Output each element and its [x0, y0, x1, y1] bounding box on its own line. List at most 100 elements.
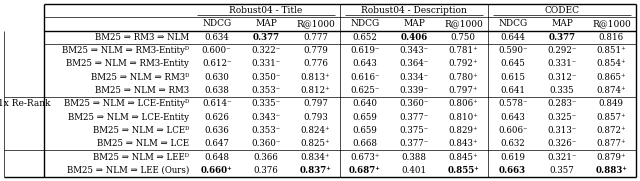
Text: BM25 ⇒ NLM ⇒ RM3-Entity: BM25 ⇒ NLM ⇒ RM3-Entity — [66, 59, 189, 68]
Text: 0.360⁻: 0.360⁻ — [399, 99, 429, 108]
Text: 0.816: 0.816 — [599, 33, 624, 42]
Text: BM25 ⇒ NLM ⇒ LCE: BM25 ⇒ NLM ⇒ LCE — [97, 139, 189, 148]
Text: 0.855⁺: 0.855⁺ — [447, 166, 479, 175]
Text: 0.777: 0.777 — [303, 33, 328, 42]
Text: MAP: MAP — [403, 20, 425, 28]
Text: 0.668: 0.668 — [352, 139, 377, 148]
Text: 0.845⁺: 0.845⁺ — [449, 153, 478, 161]
Text: MAP: MAP — [551, 20, 573, 28]
Text: 0.781⁺: 0.781⁺ — [449, 46, 478, 55]
Text: 0.375⁻: 0.375⁻ — [399, 126, 429, 135]
Text: 0.366: 0.366 — [253, 153, 278, 161]
Text: BM25 ⇒ NLM ⇒ LEEᴰ: BM25 ⇒ NLM ⇒ LEEᴰ — [93, 153, 189, 161]
Text: R@1000: R@1000 — [444, 20, 483, 28]
Text: 0.640: 0.640 — [352, 99, 377, 108]
Text: 0.660⁺: 0.660⁺ — [201, 166, 232, 175]
Text: R@1000: R@1000 — [592, 20, 630, 28]
Text: 0.625⁻: 0.625⁻ — [350, 86, 380, 95]
Text: 0.325⁻: 0.325⁻ — [547, 113, 577, 122]
Text: BM25 ⇒ NLM ⇒ RM3: BM25 ⇒ NLM ⇒ RM3 — [95, 86, 189, 95]
Text: BM25 ⇒ NLM ⇒ RM3-Entityᴰ: BM25 ⇒ NLM ⇒ RM3-Entityᴰ — [62, 46, 189, 55]
Text: 0.388: 0.388 — [401, 153, 426, 161]
Text: 0.616⁻: 0.616⁻ — [350, 73, 380, 82]
Text: 0.792⁺: 0.792⁺ — [449, 59, 478, 68]
Text: 0.849: 0.849 — [599, 99, 624, 108]
Text: 0.578⁻: 0.578⁻ — [498, 99, 527, 108]
Text: 0.630: 0.630 — [204, 73, 229, 82]
Text: 0.659: 0.659 — [352, 113, 377, 122]
Text: 0.750: 0.750 — [451, 33, 476, 42]
Text: Robust04 - Title: Robust04 - Title — [229, 6, 303, 15]
Text: CODEC: CODEC — [545, 6, 579, 15]
Text: 0.641: 0.641 — [500, 86, 525, 95]
Text: 0.377⁻: 0.377⁻ — [399, 113, 429, 122]
Text: 0.644: 0.644 — [500, 33, 525, 42]
Text: 0.825⁺: 0.825⁺ — [301, 139, 330, 148]
Text: 0.652: 0.652 — [352, 33, 377, 42]
Text: BM25 ⇒ NLM ⇒ RM3ᴰ: BM25 ⇒ NLM ⇒ RM3ᴰ — [91, 73, 189, 82]
Text: 0.780⁺: 0.780⁺ — [449, 73, 478, 82]
Text: NDCG: NDCG — [350, 20, 380, 28]
Text: 0.829⁺: 0.829⁺ — [449, 126, 478, 135]
Text: 0.334⁻: 0.334⁻ — [399, 73, 429, 82]
Text: 0.353⁻: 0.353⁻ — [252, 86, 280, 95]
Text: 0.645: 0.645 — [500, 59, 525, 68]
Text: 0.360⁻: 0.360⁻ — [252, 139, 281, 148]
Text: 0.872⁺: 0.872⁺ — [596, 126, 626, 135]
Text: 0.824⁺: 0.824⁺ — [301, 126, 330, 135]
Text: BM25 ⇒ NLM ⇒ LEE (Ours): BM25 ⇒ NLM ⇒ LEE (Ours) — [67, 166, 189, 175]
Text: 0.321⁻: 0.321⁻ — [547, 153, 577, 161]
Text: 0.343⁻: 0.343⁻ — [252, 113, 280, 122]
Text: 0.619: 0.619 — [500, 153, 525, 161]
Text: 0.606⁻: 0.606⁻ — [498, 126, 527, 135]
Text: 0.612⁻: 0.612⁻ — [202, 59, 232, 68]
Text: 0.343⁻: 0.343⁻ — [399, 46, 429, 55]
Text: 0.874⁺: 0.874⁺ — [596, 86, 626, 95]
Text: 0.632: 0.632 — [500, 139, 525, 148]
Text: 0.834⁺: 0.834⁺ — [301, 153, 330, 161]
Text: 0.857⁺: 0.857⁺ — [596, 113, 626, 122]
Text: 0.312⁻: 0.312⁻ — [547, 73, 577, 82]
Text: 0.883⁺: 0.883⁺ — [595, 166, 627, 175]
Text: 0.619⁻: 0.619⁻ — [350, 46, 380, 55]
Text: 0.636: 0.636 — [204, 126, 229, 135]
Text: 0.779: 0.779 — [303, 46, 328, 55]
Text: 0.322⁻: 0.322⁻ — [252, 46, 280, 55]
Text: 0.659: 0.659 — [352, 126, 377, 135]
Text: 0.614⁻: 0.614⁻ — [202, 99, 232, 108]
Text: 0.638: 0.638 — [204, 86, 229, 95]
Text: 0.377⁻: 0.377⁻ — [399, 139, 429, 148]
Text: 0.776: 0.776 — [303, 59, 328, 68]
Text: R@1000: R@1000 — [296, 20, 335, 28]
Text: 0.353⁻: 0.353⁻ — [252, 126, 280, 135]
Text: 0.673⁺: 0.673⁺ — [350, 153, 380, 161]
Text: 0.339⁻: 0.339⁻ — [399, 86, 429, 95]
Text: 0.647: 0.647 — [204, 139, 229, 148]
Text: 0.335: 0.335 — [550, 86, 574, 95]
Text: BM25 ⇒ NLM ⇒ LCEᴰ: BM25 ⇒ NLM ⇒ LCEᴰ — [93, 126, 189, 135]
Text: 0.793: 0.793 — [303, 113, 328, 122]
Text: 0.813⁺: 0.813⁺ — [301, 73, 330, 82]
Text: 0.806⁺: 0.806⁺ — [449, 99, 478, 108]
Text: 0.615: 0.615 — [500, 73, 525, 82]
Text: 0.810⁺: 0.810⁺ — [449, 113, 478, 122]
Text: 0.879⁺: 0.879⁺ — [596, 153, 626, 161]
Text: 0.851⁺: 0.851⁺ — [596, 46, 626, 55]
Text: 0.331⁻: 0.331⁻ — [547, 59, 577, 68]
Text: 0.643: 0.643 — [500, 113, 525, 122]
Text: 0.634: 0.634 — [204, 33, 229, 42]
Text: MAP: MAP — [255, 20, 277, 28]
Text: 0.376: 0.376 — [253, 166, 278, 175]
Text: 0.283⁻: 0.283⁻ — [547, 99, 577, 108]
Text: 0.331⁻: 0.331⁻ — [252, 59, 280, 68]
Text: 0.600⁻: 0.600⁻ — [202, 46, 232, 55]
Text: BM25 ⇒ NLM ⇒ LCE-Entityᴰ: BM25 ⇒ NLM ⇒ LCE-Entityᴰ — [64, 99, 189, 108]
Text: 0.687⁺: 0.687⁺ — [349, 166, 381, 175]
Text: 0.837⁺: 0.837⁺ — [300, 166, 332, 175]
Text: 0.854⁺: 0.854⁺ — [596, 59, 626, 68]
Text: BM25 ⇒ NLM ⇒ LCE-Entity: BM25 ⇒ NLM ⇒ LCE-Entity — [68, 113, 189, 122]
Text: 0.797: 0.797 — [303, 99, 328, 108]
Text: 0.377: 0.377 — [548, 33, 575, 42]
Text: 0.626: 0.626 — [204, 113, 229, 122]
Text: 0.877⁺: 0.877⁺ — [596, 139, 626, 148]
